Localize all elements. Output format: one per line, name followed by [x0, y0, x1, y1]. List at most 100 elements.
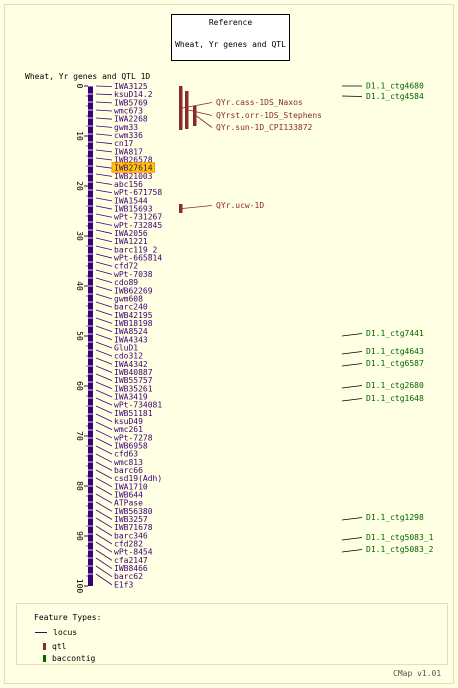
qtl-bar[interactable]	[179, 204, 183, 213]
qtl-label[interactable]: QYrst.orr-1DS_Stephens	[216, 111, 322, 120]
locus-connector	[95, 205, 113, 210]
locus-label[interactable]: E1f3	[114, 580, 133, 589]
locus-label[interactable]: wPt-7038	[114, 270, 153, 279]
locus-label[interactable]: IWA2056	[114, 229, 148, 238]
locus-connector	[95, 101, 113, 104]
contig-label[interactable]: D1.1_ctg7441	[366, 329, 424, 338]
locus-label[interactable]: gwm33	[114, 123, 138, 132]
locus-label[interactable]: csd19(Adh)	[114, 474, 162, 483]
contig-label[interactable]: D1.1_ctg6587	[366, 359, 424, 368]
locus-label[interactable]: barc240	[114, 303, 148, 312]
locus-connector	[95, 461, 113, 471]
legend-title: Feature Types:	[34, 613, 102, 622]
locus-label[interactable]: cdo312	[114, 352, 143, 361]
qtl-label[interactable]: QYr.cass-1DS_Naxos	[216, 98, 303, 107]
locus-label[interactable]: wmc813	[114, 458, 143, 467]
locus-label[interactable]: IWB40887	[114, 368, 153, 377]
locus-label[interactable]: IWA2268	[114, 115, 148, 124]
locus-label[interactable]: IWB5769	[114, 98, 148, 107]
locus-label[interactable]: cfd72	[114, 262, 138, 271]
qtl-bar[interactable]	[193, 106, 197, 126]
locus-connector	[95, 493, 113, 504]
locus-label[interactable]: wmc261	[114, 425, 143, 434]
locus-label[interactable]: IWB27614	[114, 164, 153, 173]
locus-label[interactable]: ATPase	[114, 499, 143, 508]
locus-label[interactable]: IWA8524	[114, 327, 148, 336]
locus-label[interactable]: barc66	[114, 466, 143, 475]
locus-label[interactable]: wmc673	[114, 107, 143, 116]
locus-label[interactable]: IWA3419	[114, 392, 148, 401]
locus-connector	[95, 165, 113, 169]
locus-label[interactable]: IWB26578	[114, 156, 153, 165]
locus-label[interactable]: IWB8466	[114, 564, 148, 573]
locus-highlight	[111, 162, 155, 173]
locus-label[interactable]: IWB42195	[114, 311, 153, 320]
locus-connector	[95, 221, 113, 226]
locus-connector	[95, 509, 113, 520]
locus-label[interactable]: wPt-734081	[114, 401, 162, 410]
locus-connector	[95, 301, 113, 308]
locus-label[interactable]: IWA1221	[114, 237, 148, 246]
locus-label[interactable]: wPt-732845	[114, 221, 162, 230]
locus-label[interactable]: barc346	[114, 531, 148, 540]
contig-label[interactable]: D1.1_ctg4584	[366, 92, 424, 101]
contig-label[interactable]: D1.1_ctg2680	[366, 381, 424, 390]
locus-label[interactable]: wPt-8454	[114, 548, 153, 557]
contig-label[interactable]: D1.1_ctg1298	[366, 513, 424, 522]
locus-label[interactable]: IWB21003	[114, 172, 153, 181]
locus-label[interactable]: gwm608	[114, 294, 143, 303]
locus-label[interactable]: cfd63	[114, 450, 138, 459]
contig-label[interactable]: D1.1_ctg4643	[366, 347, 424, 356]
locus-connector	[95, 453, 113, 463]
locus-connector	[95, 389, 113, 398]
locus-label[interactable]: cdo89	[114, 278, 138, 287]
locus-label[interactable]: wPt-665814	[114, 254, 162, 263]
locus-label[interactable]: IWB18198	[114, 319, 153, 328]
qtl-label[interactable]: QYr.ucw-1D	[216, 201, 264, 210]
locus-label[interactable]: barc119_2	[114, 245, 158, 254]
contig-label[interactable]: D1.1_ctg5083_1	[366, 533, 434, 542]
contig-label[interactable]: D1.1_ctg1648	[366, 394, 424, 403]
locus-label[interactable]: IWA4342	[114, 360, 148, 369]
reference-title: Reference	[208, 18, 253, 27]
locus-connector	[95, 125, 113, 128]
qtl-bar[interactable]	[185, 91, 189, 129]
locus-label[interactable]: wPt-671758	[114, 188, 162, 197]
locus-label[interactable]: IWA817	[114, 147, 143, 156]
legend-item-locus: locus	[35, 628, 77, 638]
locus-label[interactable]: abc156	[114, 180, 143, 189]
locus-label[interactable]: cfa2147	[114, 556, 148, 565]
axis-tick-label: 40	[75, 281, 84, 291]
locus-label[interactable]: cwm336	[114, 131, 143, 140]
locus-label[interactable]: wPt-731267	[114, 213, 162, 222]
locus-label[interactable]: IWB15693	[114, 205, 153, 214]
locus-label[interactable]: IWA1710	[114, 482, 148, 491]
locus-connector	[95, 429, 113, 439]
locus-label[interactable]: IWA4343	[114, 335, 148, 344]
legend-item-qtl: qtl	[35, 642, 66, 652]
locus-label[interactable]: ksuD14.2	[114, 90, 153, 99]
locus-label[interactable]: IWB6958	[114, 441, 148, 450]
contig-label[interactable]: D1.1_ctg4680	[366, 82, 424, 91]
locus-label[interactable]: IWB35261	[114, 384, 153, 393]
locus-label[interactable]: IWB51181	[114, 409, 153, 418]
locus-label[interactable]: IWB644	[114, 491, 143, 500]
locus-label[interactable]: IWB56380	[114, 507, 153, 516]
locus-label[interactable]: IWA1544	[114, 196, 148, 205]
locus-label[interactable]: GluD1	[114, 343, 138, 352]
locus-label[interactable]: IWB71678	[114, 523, 153, 532]
qtl-bar[interactable]	[179, 86, 183, 130]
locus-label[interactable]: wPt-7278	[114, 433, 153, 442]
locus-label[interactable]: IWB55757	[114, 376, 153, 385]
locus-label[interactable]: barc62	[114, 572, 143, 581]
locus-label[interactable]: IWB3257	[114, 515, 148, 524]
locus-label[interactable]: IWB62269	[114, 286, 153, 295]
locus-connector	[95, 541, 113, 553]
locus-label[interactable]: cn17	[114, 139, 133, 148]
locus-label[interactable]: cfd282	[114, 540, 143, 549]
contig-label[interactable]: D1.1_ctg5083_2	[366, 545, 434, 554]
qtl-label[interactable]: QYr.sun-1D_CPI133872	[216, 123, 313, 132]
locus-label[interactable]: IWA3125	[114, 82, 148, 91]
locus-label[interactable]: ksuD49	[114, 417, 143, 426]
